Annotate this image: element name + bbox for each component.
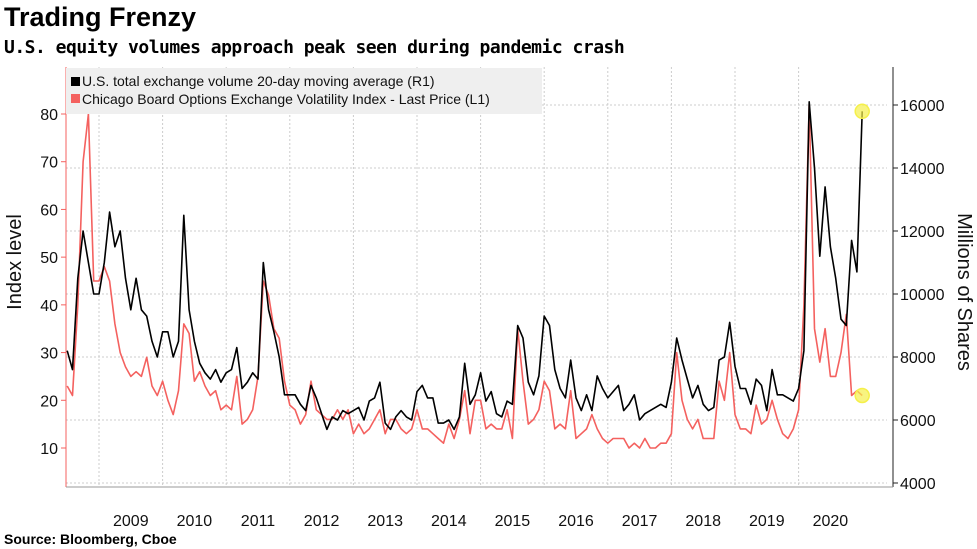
right-tick-label: 6000 [900, 413, 936, 430]
legend-swatch-vix [71, 94, 80, 103]
x-tick-label: 2012 [304, 513, 340, 530]
series-lines [66, 101, 870, 449]
x-tick-label: 2015 [495, 513, 531, 530]
volume-last-point-highlight [854, 103, 870, 120]
left-tick-label: 20 [40, 393, 58, 410]
x-tick-label: 2013 [367, 513, 403, 530]
volume-line [66, 101, 863, 431]
right-tick-label: 16000 [900, 98, 945, 115]
chart-title: Trading Frenzy [4, 2, 197, 32]
legend-box [66, 68, 542, 114]
x-tick-label: 2011 [241, 513, 276, 530]
left-tick-label: 30 [40, 346, 58, 363]
x-tick-label: 2017 [622, 513, 658, 530]
source-note: Source: Bloomberg, Cboe [4, 531, 177, 547]
right-tick-label: 10000 [900, 287, 945, 304]
left-tick-label: 70 [40, 155, 58, 172]
x-tick-label: 2009 [113, 513, 149, 530]
vix-last-point-highlight [854, 387, 870, 404]
right-tick-label: 14000 [900, 161, 945, 178]
x-tick-label: 2014 [431, 513, 467, 530]
x-tick-label: 2016 [558, 513, 594, 530]
left-tick-label: 50 [40, 250, 58, 267]
grid [66, 67, 887, 487]
left-tick-label: 40 [40, 298, 58, 315]
right-tick-label: 12000 [900, 224, 945, 241]
legend-label-vix: Chicago Board Options Exchange Volatilit… [82, 91, 490, 107]
x-tick-label: 2018 [685, 513, 721, 530]
vix-line [66, 103, 863, 449]
left-axis-label: Index level [4, 214, 26, 310]
left-tick-label: 80 [40, 107, 58, 124]
left-tick-label: 60 [40, 202, 58, 219]
x-tick-label: 2020 [813, 513, 849, 530]
right-axis-label: Millions of Shares [953, 213, 975, 371]
x-tick-label: 2019 [749, 513, 785, 530]
axes: 2009 2010 2011 2012 2013 2014 2015 2016 2017 2018… [40, 67, 945, 530]
legend: U.S. total exchange volume 20-day moving… [66, 68, 542, 114]
chart-subtitle: U.S. equity volumes approach peak seen d… [4, 37, 625, 58]
right-tick-label: 8000 [900, 350, 936, 367]
x-tick-label: 2010 [177, 513, 213, 530]
legend-swatch-volume [71, 77, 80, 86]
right-tick-label: 4000 [900, 476, 936, 493]
left-tick-label: 10 [40, 441, 58, 458]
legend-label-volume: U.S. total exchange volume 20-day moving… [82, 73, 435, 89]
